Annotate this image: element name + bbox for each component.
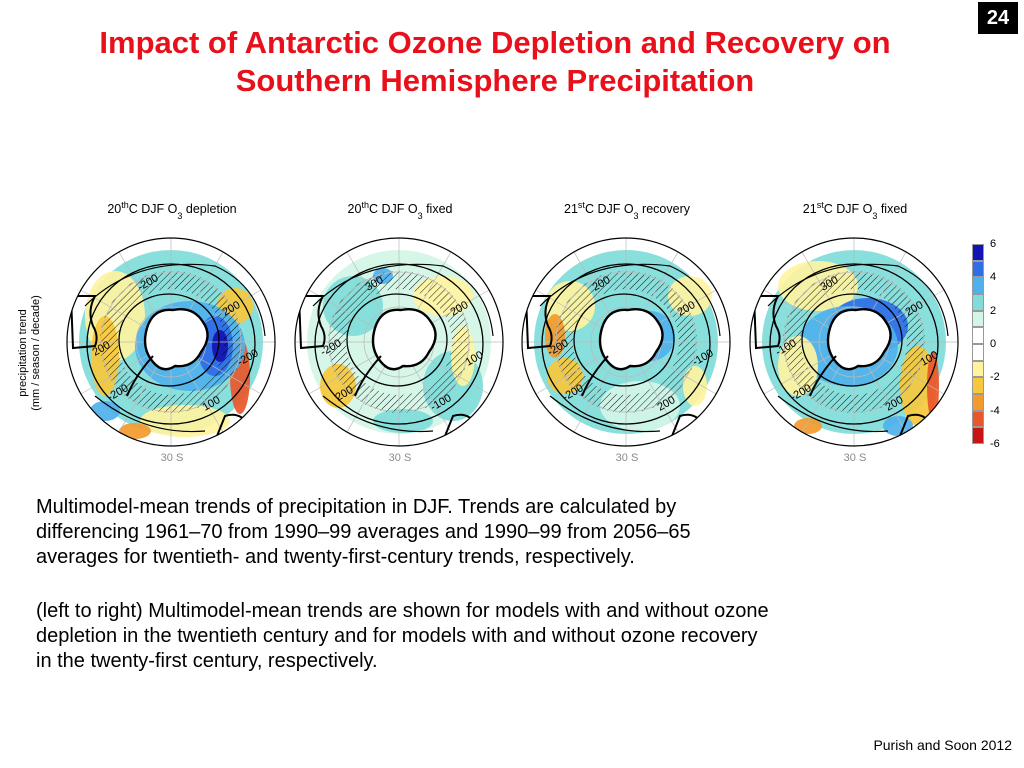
colorbar-tick-label: -4 [990, 404, 1000, 417]
contour-line [801, 293, 903, 387]
antarctica-outline [371, 308, 437, 371]
colorbar-tick-label: -2 [990, 371, 1000, 384]
precip-anomaly-region [373, 409, 433, 433]
colorbar-segment [972, 277, 984, 294]
antarctic-peninsula [126, 355, 154, 397]
latitude-label: 30 S [388, 452, 412, 464]
citation: Purish and Soon 2012 [873, 737, 1012, 753]
map-field [67, 238, 275, 446]
contour-line [314, 263, 484, 425]
caption-paragraph-2: (left to right) Multimodel-mean trends a… [36, 600, 769, 672]
contour-line [539, 263, 721, 337]
map-border [66, 237, 276, 447]
contour-line [573, 293, 675, 387]
colorbar-tick-label: 2 [990, 304, 997, 317]
antarctica-outline [143, 308, 209, 371]
ylabel-line-2: (mm / season / decade) [30, 295, 42, 411]
map-border [521, 237, 731, 447]
precip-anomaly-region [927, 351, 939, 421]
colorbar: 6 4 2 0 -2 -4 -6 [970, 238, 1020, 454]
contour-line [549, 395, 661, 433]
title-line-2: Southern Hemisphere Precipitation [235, 63, 755, 98]
panel-1: 20thC DJF O3 depletion -200 200 200 -200 100… [62, 196, 282, 466]
antarctic-peninsula [809, 355, 837, 397]
contour-line [777, 395, 889, 433]
continent-outline [524, 295, 553, 350]
contour-line [94, 395, 206, 433]
colorbar-segment [972, 394, 984, 411]
panel-title: 20thC DJF O3 depletion [107, 200, 237, 221]
title-line-1: Impact of Antarctic Ozone Depletion and … [99, 25, 891, 60]
panel-title: 20thC DJF O3 fixed [347, 200, 453, 221]
precip-anomaly-region [883, 416, 913, 436]
latitude-label: 30 S [615, 452, 639, 464]
colorbar-segment [972, 344, 984, 361]
colorbar-tick-label: 0 [990, 338, 997, 350]
colorbar-segment [972, 377, 984, 394]
precip-anomaly-region [794, 418, 822, 434]
antarctic-peninsula [581, 355, 609, 397]
continent-outline [297, 295, 326, 350]
map-field [750, 238, 958, 446]
contour-line [541, 263, 711, 425]
contour-line [767, 263, 949, 337]
panel-title: 21stC DJF O3 fixed [802, 200, 908, 221]
caption-paragraph-1: Multimodel-mean trends of precipitation … [36, 496, 691, 568]
colorbar-segment [972, 410, 984, 428]
colorbar-segment [972, 327, 984, 344]
contour-line [322, 395, 434, 433]
map-border [294, 237, 504, 447]
contour-line [312, 263, 494, 337]
colorbar-axis-label: precipitation trend (mm / season / decad… [10, 258, 50, 448]
colorbar-segment [972, 260, 984, 278]
slide-title: Impact of Antarctic Ozone Depletion and … [0, 24, 990, 100]
colorbar-segment [972, 427, 984, 444]
ylabel-line-1: precipitation trend [17, 309, 29, 397]
colorbar-tick-label: -6 [990, 438, 1000, 450]
map-field [522, 238, 730, 446]
antarctica-outline [598, 308, 664, 371]
precip-anomaly-region [119, 423, 151, 439]
antarctic-peninsula [354, 355, 382, 397]
contour-line [346, 293, 448, 387]
colorbar-segment [972, 244, 984, 261]
contour-line [118, 293, 220, 387]
slide-number: 24 [978, 2, 1018, 34]
panel-title: 21stC DJF O3 recovery [564, 200, 690, 221]
colorbar-tick-label: 6 [990, 238, 997, 250]
panel-3: 21stC DJF O3 recovery 200 200 -200 -200 200-… [517, 196, 737, 466]
antarctica-outline [826, 308, 892, 371]
colorbar-tick-label: 4 [990, 271, 997, 284]
continent-outline [69, 295, 98, 350]
contour-line [769, 263, 939, 425]
latitude-label: 30 S [160, 452, 184, 464]
colorbar-segment [972, 360, 984, 378]
continent-outline [752, 295, 781, 350]
colorbar-segment [972, 294, 984, 311]
contour-line [86, 263, 256, 425]
panel-4: 21stC DJF O3 fixed 300 200 -100 -200 200 100 … [745, 196, 965, 466]
latitude-label: 30 S [843, 452, 867, 464]
panel-2: 20thC DJF O3 fixed 300 200 -200 200 -100 100 … [290, 196, 510, 466]
map-border [749, 237, 959, 447]
contour-line [84, 263, 266, 337]
colorbar-segment [972, 310, 984, 328]
map-field [295, 238, 503, 446]
caption: Multimodel-mean trends of precipitation … [36, 495, 996, 674]
